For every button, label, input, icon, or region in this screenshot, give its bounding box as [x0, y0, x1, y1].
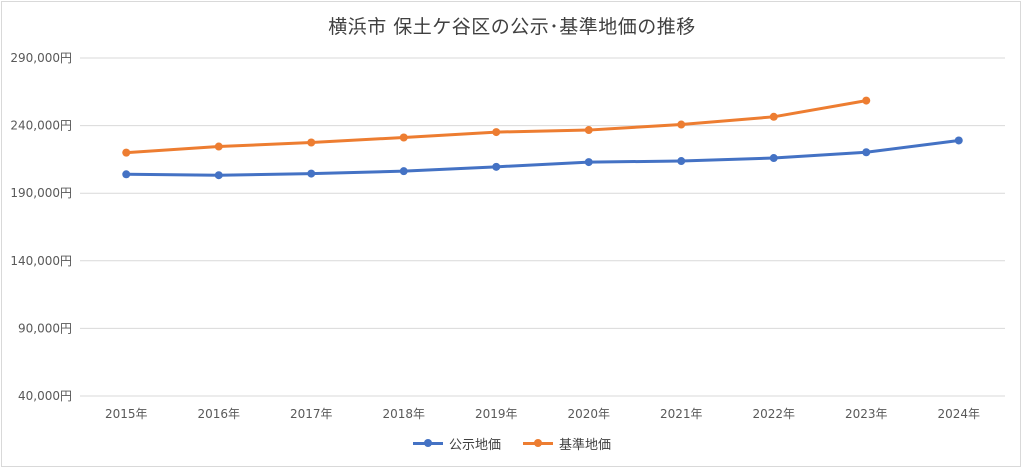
legend-swatch-kijun: [523, 439, 553, 447]
x-tick-label: 2019年: [475, 407, 518, 421]
x-tick-label: 2018年: [382, 407, 425, 421]
x-tick-label: 2022年: [752, 407, 795, 421]
x-tick-label: 2017年: [290, 407, 333, 421]
data-point: [584, 126, 593, 135]
chart-title: 横浜市 保土ケ谷区の公示･基準地価の推移: [328, 16, 696, 38]
data-point: [862, 148, 871, 157]
data-point: [399, 133, 408, 142]
y-tick-label: 90,000円: [18, 321, 72, 335]
x-tick-label: 2023年: [845, 407, 888, 421]
y-axis-ticks: 290,000円 240,000円 190,000円 140,000円 90,000円 4…: [10, 51, 72, 403]
data-point: [954, 136, 963, 145]
data-point: [677, 120, 686, 129]
x-tick-label: 2024年: [937, 407, 980, 421]
x-tick-label: 2015年: [105, 407, 148, 421]
legend-label-kijun: 基準地価: [559, 438, 612, 453]
y-tick-label: 290,000円: [10, 51, 72, 65]
legend-item-koji: 公示地価: [412, 434, 501, 453]
x-tick-label: 2016年: [197, 407, 240, 421]
data-point: [122, 148, 131, 157]
gridlines: [80, 57, 1005, 397]
data-point: [677, 157, 686, 166]
data-point: [214, 142, 223, 151]
legend: 公示地価 基準地価: [0, 434, 1024, 453]
data-point: [399, 167, 408, 176]
y-tick-label: 140,000円: [10, 254, 72, 268]
x-tick-label: 2020年: [567, 407, 610, 421]
legend-label-koji: 公示地価: [448, 438, 501, 453]
series-line-0: [124, 138, 961, 177]
data-point: [769, 112, 778, 121]
data-point: [492, 128, 501, 137]
data-point: [769, 154, 778, 163]
data-point: [492, 162, 501, 171]
y-tick-label: 40,000円: [18, 389, 72, 403]
x-tick-label: 2021年: [660, 407, 703, 421]
data-point: [307, 169, 316, 178]
x-axis-ticks: 2015年 2016年 2017年 2018年 2019年 2020年 2021年 2022年…: [105, 407, 980, 421]
y-tick-label: 190,000円: [10, 186, 72, 200]
series-line-1: [124, 99, 868, 155]
series-lines: [122, 96, 963, 180]
data-point: [307, 138, 316, 147]
data-point: [214, 171, 223, 180]
data-point: [862, 96, 871, 105]
legend-item-kijun: 基準地価: [523, 434, 611, 453]
legend-swatch-koji: [412, 439, 443, 447]
data-point: [584, 158, 593, 167]
y-tick-label: 240,000円: [10, 119, 72, 133]
data-point: [122, 170, 131, 179]
